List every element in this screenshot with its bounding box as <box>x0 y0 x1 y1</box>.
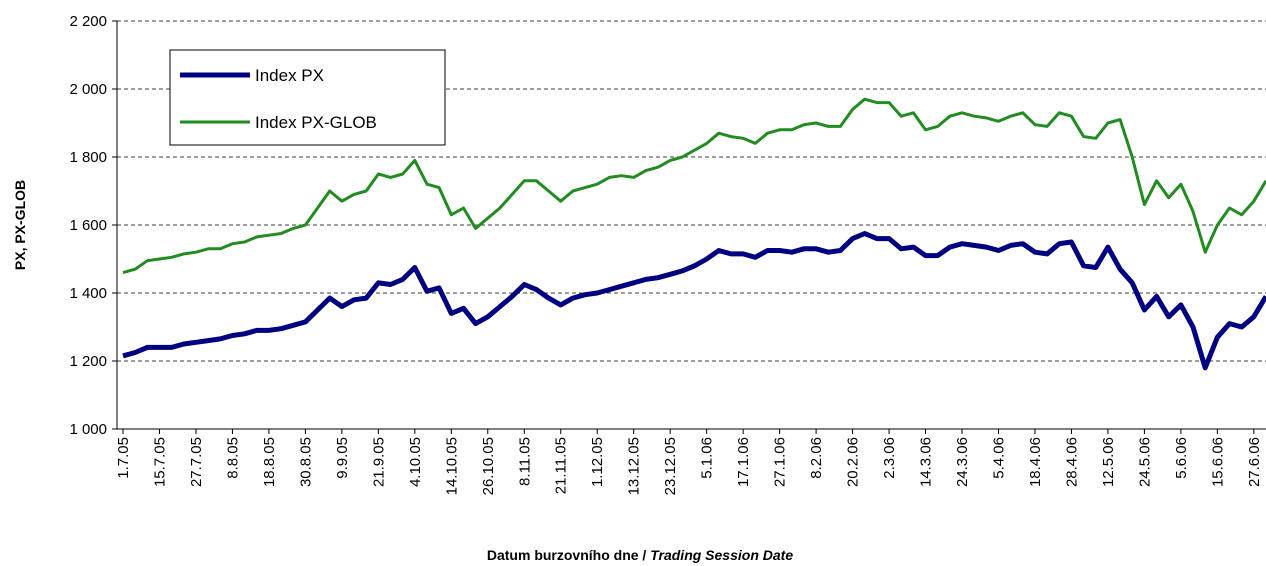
x-axis-label-cz: Datum burzovního dne / <box>487 547 650 563</box>
x-tick-label: 8.11.05 <box>516 437 533 486</box>
x-tick-label: 23.12.05 <box>662 437 679 495</box>
x-tick-label: 27.6.06 <box>1246 437 1263 487</box>
x-tick-label: 21.11.05 <box>553 437 570 494</box>
series-line <box>122 231 1266 371</box>
x-tick-label: 15.7.05 <box>151 437 168 487</box>
y-tick-label: 1 400 <box>69 285 107 302</box>
x-tick-label: 18.8.05 <box>261 437 278 487</box>
x-tick-label: 28.4.06 <box>1063 437 1080 487</box>
x-tick-label: 20.2.06 <box>845 437 862 487</box>
y-tick-label: 1 000 <box>69 421 107 438</box>
x-tick-label: 5.1.06 <box>699 437 716 479</box>
y-tick-label: 1 600 <box>69 217 107 234</box>
x-tick-label: 18.4.06 <box>1027 437 1044 487</box>
x-tick-label: 1.12.05 <box>589 437 606 487</box>
x-tick-label: 5.4.06 <box>990 437 1007 479</box>
legend-box <box>169 49 446 146</box>
x-axis-label-en: Trading Session Date <box>650 547 793 563</box>
legend-label: Index PX <box>255 66 324 85</box>
x-tick-label: 21.9.05 <box>370 437 387 487</box>
x-tick-label: 24.5.06 <box>1136 437 1153 487</box>
x-tick-label: 13.12.05 <box>626 437 643 495</box>
x-tick-label: 24.3.06 <box>954 437 971 487</box>
x-tick-label: 4.10.05 <box>407 437 424 487</box>
x-tick-label: 30.8.05 <box>297 437 314 487</box>
y-tick-label: 1 200 <box>69 353 107 370</box>
x-tick-label: 26.10.05 <box>480 437 497 495</box>
x-tick-label: 2.3.06 <box>881 437 898 479</box>
x-tick-label: 8.8.05 <box>224 437 241 479</box>
x-tick-label: 14.10.05 <box>443 437 460 495</box>
legend-label: Index PX-GLOB <box>255 113 377 132</box>
x-tick-label: 1.7.05 <box>115 437 132 479</box>
x-tick-label: 14.3.06 <box>918 437 935 487</box>
x-tick-label: 5.6.06 <box>1173 437 1190 479</box>
x-tick-label: 17.1.06 <box>735 437 752 487</box>
x-tick-label: 27.1.06 <box>772 437 789 487</box>
x-tick-label: 15.6.06 <box>1209 437 1226 487</box>
x-tick-label: 27.7.05 <box>188 437 205 487</box>
x-tick-label: 8.2.06 <box>808 437 825 479</box>
x-axis-label: Datum burzovního dne / Trading Session D… <box>487 547 793 563</box>
y-tick-label: 2 200 <box>69 13 107 30</box>
series-line <box>122 97 1266 275</box>
y-axis-label: PX, PX-GLOB <box>12 180 28 270</box>
x-tick-label: 9.9.05 <box>334 437 351 479</box>
y-tick-label: 1 800 <box>69 149 107 166</box>
x-tick-label: 12.5.06 <box>1100 437 1117 487</box>
y-tick-label: 2 000 <box>69 81 107 98</box>
